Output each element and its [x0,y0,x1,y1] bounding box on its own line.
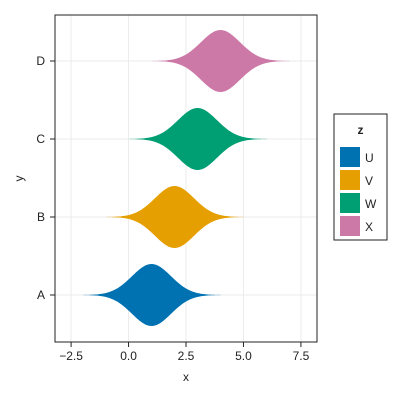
legend-swatch-u [340,147,360,167]
ridge-x [149,30,297,92]
x-tick-label: 7.5 [293,349,310,363]
y-tick-label: D [36,54,45,68]
x-tick-label: 0.0 [120,349,137,363]
legend-label-x: X [365,220,373,234]
legend-label-v: V [365,174,373,188]
legend-label-u: U [365,151,374,165]
legend-swatch-v [340,170,360,190]
legend-title: z [358,123,364,137]
ridge-u [80,264,228,326]
x-axis-label: x [183,370,189,384]
legend-swatch-w [340,193,360,213]
y-tick-label: C [36,132,45,146]
y-tick-label: B [37,210,45,224]
ridge-w [126,108,274,170]
y-axis: A B C D [36,54,55,302]
legend-swatch-x [340,216,360,236]
x-tick-label: 5.0 [235,349,252,363]
legend-label-w: W [365,197,377,211]
y-axis-label: y [12,176,26,182]
x-tick-label: 2.5 [178,349,195,363]
ridge-v [103,186,251,248]
y-tick-label: A [37,288,45,302]
x-tick-label: −2.5 [59,349,83,363]
density-ridges [80,30,297,326]
x-axis: −2.5 0.0 2.5 5.0 7.5 [59,342,310,363]
